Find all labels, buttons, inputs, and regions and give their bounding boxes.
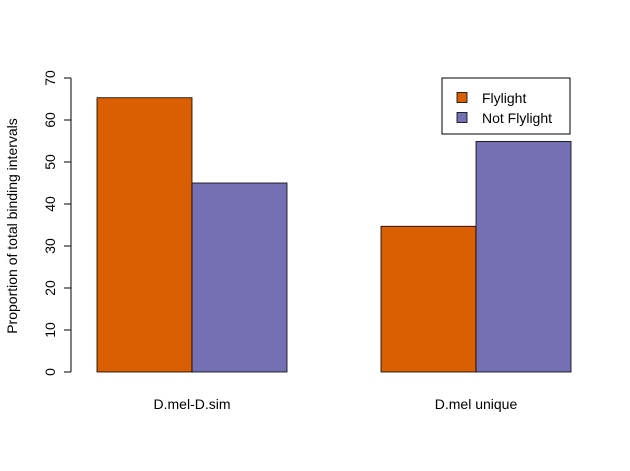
y-tick-label: 30 — [42, 238, 58, 254]
y-tick-label: 70 — [42, 70, 58, 86]
legend: Flylight Not Flylight — [441, 77, 571, 135]
y-axis-title: Proportion of total binding intervals — [4, 118, 20, 334]
legend-label-not-flylight: Not Flylight — [482, 110, 552, 126]
y-axis: 0 10 20 30 40 50 60 70 — [42, 70, 72, 376]
legend-swatch-flylight — [456, 92, 468, 103]
bar-flylight-1 — [96, 97, 193, 373]
y-tick-label: 20 — [42, 280, 58, 296]
bar-flylight-2 — [380, 225, 477, 373]
legend-label-flylight: Flylight — [482, 90, 526, 106]
y-tick-label: 0 — [42, 368, 58, 376]
x-category-label: D.mel-D.sim — [154, 396, 231, 412]
x-category-label: D.mel unique — [435, 396, 518, 412]
y-tick-label: 40 — [42, 196, 58, 212]
bars — [96, 97, 572, 373]
legend-box — [441, 77, 571, 135]
bar-not-flylight-1 — [191, 182, 288, 373]
x-axis-labels: D.mel-D.sim D.mel unique — [154, 396, 518, 412]
bar-not-flylight-2 — [475, 141, 572, 373]
y-tick-label: 10 — [42, 322, 58, 338]
y-tick-label: 60 — [42, 112, 58, 128]
y-tick-label: 50 — [42, 154, 58, 170]
legend-swatch-not-flylight — [456, 112, 468, 123]
